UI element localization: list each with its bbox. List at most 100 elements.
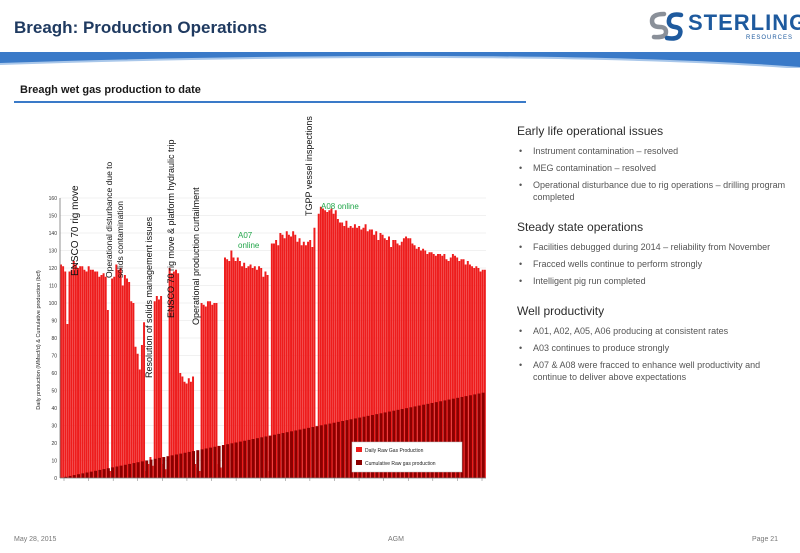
daily-production-bar <box>434 255 437 478</box>
annotation-tgpp-inspections: TGPP vessel inspections <box>304 116 314 216</box>
cumulative-production-bar <box>349 419 353 478</box>
daily-production-bar <box>279 233 282 478</box>
cumulative-production-bar <box>434 402 438 478</box>
daily-production-bar <box>70 269 73 478</box>
daily-production-bar <box>462 259 465 478</box>
daily-production-bar <box>464 264 467 478</box>
daily-production-bar <box>332 213 335 478</box>
daily-production-bar <box>385 240 388 478</box>
legend-swatch-daily <box>356 447 362 452</box>
daily-production-bar <box>134 346 137 478</box>
daily-production-bar <box>270 243 273 478</box>
daily-production-bar <box>396 243 399 478</box>
daily-production-bar <box>194 464 197 478</box>
cumulative-production-bar <box>456 397 460 478</box>
daily-production-bar <box>285 231 288 478</box>
company-logo: STERLING RESOURCES <box>648 6 800 50</box>
cumulative-production-bar <box>307 427 311 478</box>
header-band <box>0 52 800 68</box>
daily-production-bar <box>394 240 397 478</box>
daily-production-bar <box>189 381 192 478</box>
daily-production-bar <box>343 226 346 478</box>
cumulative-production-bar <box>179 453 183 478</box>
daily-production-bar <box>362 227 365 478</box>
daily-production-bar <box>422 248 425 478</box>
y-tick-label: 80 <box>51 336 57 342</box>
daily-production-bar <box>198 471 201 478</box>
logo-subtext: RESOURCES <box>746 35 794 41</box>
daily-production-bar <box>437 254 439 478</box>
cumulative-production-bar <box>166 456 170 478</box>
daily-production-bar <box>211 304 214 478</box>
y-tick-label: 110 <box>49 284 57 290</box>
daily-production-bar <box>287 234 290 478</box>
daily-production-bar <box>160 296 163 478</box>
daily-production-bar <box>170 273 173 478</box>
daily-production-bar <box>447 261 450 478</box>
annotation-production-curtailment: Operational production curtailment <box>191 187 201 325</box>
cumulative-production-bar <box>175 454 178 478</box>
cumulative-production-bar <box>140 461 144 478</box>
list-early-life: Instrument contamination – resolved MEG … <box>517 145 793 203</box>
daily-production-bar <box>424 250 427 478</box>
daily-production-bar <box>413 245 416 478</box>
daily-production-bar <box>232 257 235 478</box>
cumulative-production-bar <box>226 444 230 478</box>
cumulative-production-bar <box>136 462 140 478</box>
daily-production-bar <box>236 257 239 478</box>
daily-production-bar <box>147 464 150 478</box>
list-item: Instrument contamination – resolved <box>517 145 793 157</box>
daily-production-bar <box>132 303 135 478</box>
cumulative-production-bar <box>170 455 174 478</box>
daily-production-bar <box>64 271 67 478</box>
cumulative-production-bar <box>345 420 349 478</box>
daily-production-bar <box>379 233 382 478</box>
daily-production-bar <box>373 234 376 478</box>
cumulative-production-bar <box>294 430 298 478</box>
footer-date: May 28, 2015 <box>14 536 57 543</box>
cumulative-production-bar <box>481 392 485 478</box>
daily-production-bar <box>181 376 184 478</box>
daily-production-bar <box>405 236 408 478</box>
cumulative-production-bar <box>473 394 477 478</box>
annotation-a07-online: online <box>238 241 260 250</box>
cumulative-production-bar <box>230 443 234 478</box>
cumulative-production-bar <box>285 432 289 478</box>
y-tick-label: 50 <box>51 389 57 395</box>
daily-production-bar <box>243 262 246 478</box>
y-tick-label: 150 <box>49 214 58 220</box>
daily-production-bar <box>72 261 75 478</box>
section-divider <box>14 101 526 103</box>
daily-production-bar <box>456 257 459 478</box>
daily-production-bar <box>345 220 348 478</box>
daily-production-bar <box>341 222 344 478</box>
daily-production-bar <box>302 241 305 478</box>
daily-production-bar <box>356 227 359 478</box>
daily-production-bar <box>266 275 269 478</box>
list-item: A01, A02, A05, A06 producing at consiste… <box>517 325 793 337</box>
daily-production-bar <box>388 236 390 478</box>
sterling-logo-icon <box>649 11 684 41</box>
cumulative-production-bar <box>281 433 285 478</box>
daily-production-bar <box>179 373 182 478</box>
footer-center: AGM <box>388 536 404 543</box>
daily-production-bar <box>91 269 94 478</box>
daily-production-bar <box>230 250 233 478</box>
cumulative-production-bar <box>464 396 468 478</box>
y-tick-label: 10 <box>51 459 57 465</box>
cumulative-production-bar <box>247 439 251 478</box>
logo-text: STERLING <box>688 10 800 35</box>
daily-production-bar <box>411 243 414 478</box>
cumulative-production-bar <box>468 395 472 478</box>
daily-production-bar <box>264 271 267 478</box>
daily-production-bar <box>360 229 363 478</box>
daily-production-bar <box>473 268 476 478</box>
info-panel: Early life operational issues Instrument… <box>517 124 793 400</box>
cumulative-production-bar <box>196 450 200 478</box>
list-item: Fracced wells continue to perform strong… <box>517 258 793 270</box>
daily-production-bar <box>281 234 284 478</box>
list-steady-state: Facilities debugged during 2014 – reliab… <box>517 241 793 287</box>
daily-production-bar <box>89 269 92 478</box>
daily-production-bar <box>460 259 463 478</box>
cumulative-production-bar <box>422 404 426 478</box>
